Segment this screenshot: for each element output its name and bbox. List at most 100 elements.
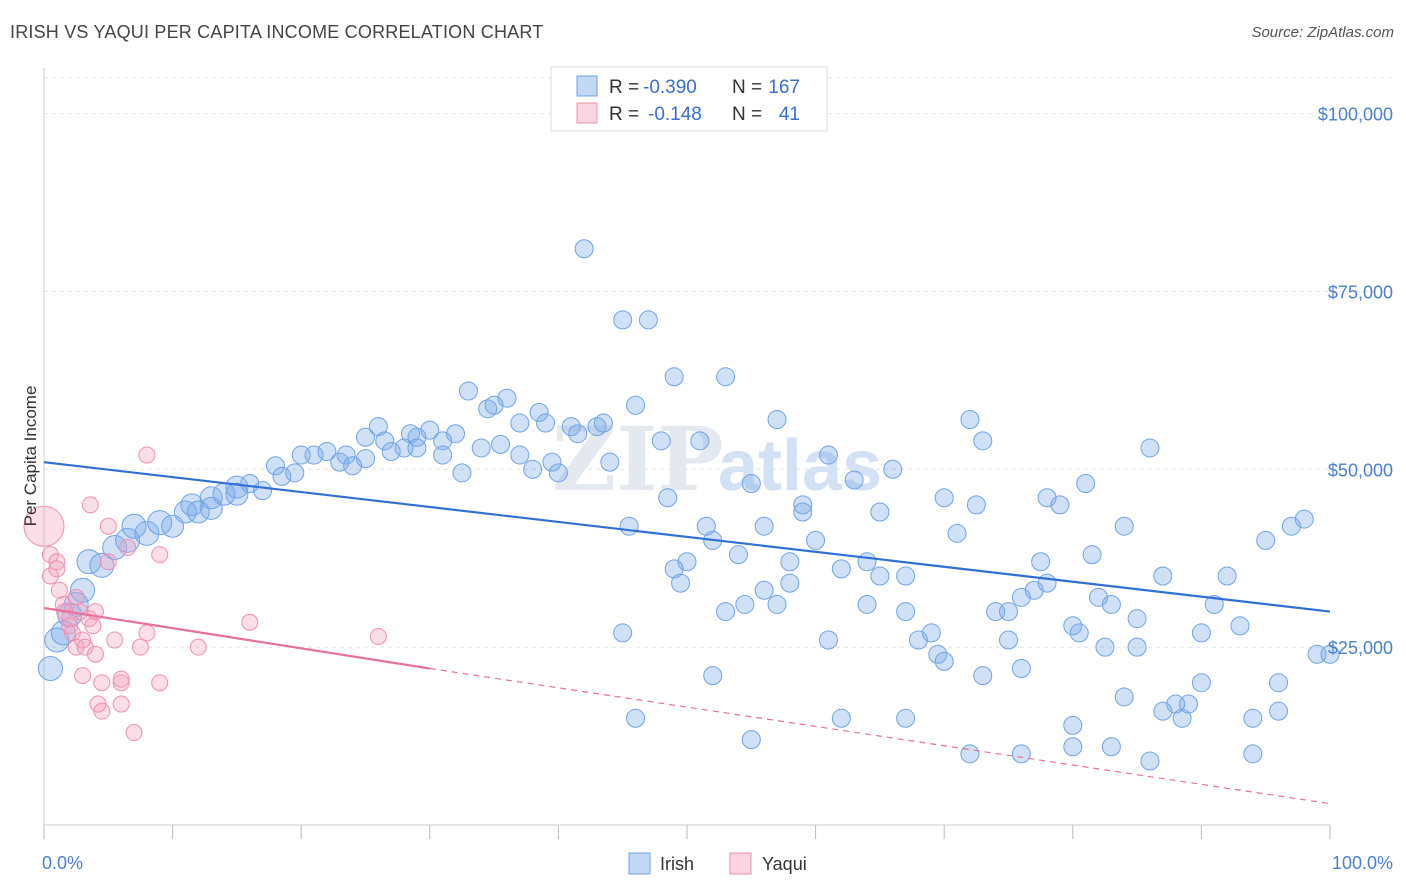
irish-point: [147, 510, 173, 536]
irish-point: [510, 413, 530, 433]
irish-point: [1269, 701, 1289, 721]
irish-point: [626, 708, 646, 728]
irish-point: [870, 502, 890, 522]
irish-point: [1011, 744, 1031, 764]
irish-point: [767, 594, 787, 614]
source-credit: Source: ZipAtlas.com: [1251, 24, 1394, 41]
irish-point: [1140, 438, 1160, 458]
irish-point: [491, 434, 511, 454]
irish-point: [458, 381, 478, 401]
axes: [43, 68, 1331, 839]
irish-point: [225, 475, 249, 499]
y-axis-label: Per Capita Income: [21, 386, 40, 527]
irish-point: [658, 488, 678, 508]
yaqui-point: [151, 674, 169, 692]
irish-point: [1179, 694, 1199, 714]
irish-point: [664, 367, 684, 387]
irish-point: [587, 417, 607, 437]
yaqui-point: [151, 546, 169, 564]
irish-point: [638, 310, 658, 330]
irish-point: [626, 395, 646, 415]
irish-point: [529, 402, 549, 422]
irish-point: [883, 459, 903, 479]
irish-point: [966, 495, 986, 515]
yaqui-trend-line-extension: [429, 667, 1331, 805]
irish-point: [1076, 474, 1096, 494]
irish-point: [780, 552, 800, 572]
legend-n-value-yaqui: 41: [779, 104, 800, 125]
watermark-atlas: atlas: [718, 426, 882, 506]
irish-point: [696, 516, 716, 536]
irish-point: [1069, 623, 1089, 643]
yaqui-point: [86, 645, 104, 663]
yaqui-point: [48, 560, 66, 578]
yaqui-point: [369, 627, 387, 645]
irish-point: [690, 431, 710, 451]
yaqui-point: [93, 702, 111, 720]
irish-point: [1153, 701, 1173, 721]
irish-point: [1320, 644, 1340, 664]
irish-point: [1217, 566, 1237, 586]
irish-point: [671, 573, 691, 593]
irish-point: [1050, 495, 1070, 515]
irish-point: [1082, 545, 1102, 565]
irish-point: [844, 470, 864, 490]
yaqui-point: [131, 638, 149, 656]
irish-point: [793, 502, 813, 522]
irish-point: [401, 424, 421, 444]
yaqui-point: [99, 553, 117, 571]
legend-n-label-yaqui: N =: [732, 104, 762, 125]
irish-point: [471, 438, 491, 458]
yaqui-point: [67, 638, 85, 656]
irish-point: [831, 559, 851, 579]
irish-point: [548, 463, 568, 483]
irish-point: [818, 445, 838, 465]
irish-point: [1037, 573, 1057, 593]
irish-point: [1011, 658, 1031, 678]
legend-r-label-irish: R =: [609, 77, 639, 98]
irish-point: [1243, 708, 1263, 728]
chart-title: IRISH VS YAQUI PER CAPITA INCOME CORRELA…: [10, 22, 544, 42]
irish-point: [317, 442, 337, 461]
legend-r-value-yaqui: -0.148: [648, 104, 702, 125]
yaqui-point: [61, 610, 79, 628]
irish-point: [381, 442, 401, 461]
irish-point: [523, 459, 543, 479]
irish-point: [716, 602, 736, 622]
irish-point: [613, 623, 633, 643]
yaqui-point: [112, 695, 130, 713]
irish-point: [356, 449, 375, 469]
yaqui-point: [63, 624, 81, 642]
irish-point: [1063, 737, 1083, 757]
irish-point: [356, 427, 375, 447]
yaqui-point: [50, 581, 68, 599]
irish-point: [741, 474, 761, 494]
irish-point: [568, 424, 588, 444]
bottom-legend-label-irish: Irish: [660, 854, 694, 874]
irish-point: [960, 409, 980, 429]
irish-point: [1191, 623, 1211, 643]
irish-point: [1191, 673, 1211, 693]
irish-point: [1063, 616, 1083, 636]
irish-point: [947, 523, 967, 543]
yaqui-point: [138, 624, 156, 642]
irish-points: [37, 239, 1340, 771]
irish-point: [735, 594, 755, 614]
legend-n-value-irish: 167: [768, 77, 800, 98]
irish-point: [754, 580, 774, 600]
yaqui-point: [241, 613, 259, 631]
legend-r-value-irish: -0.390: [643, 77, 697, 98]
y-tick-label: $50,000: [1328, 460, 1393, 480]
irish-point: [896, 602, 916, 622]
y-tick-label: $75,000: [1328, 282, 1393, 302]
x-tick-label: 0.0%: [42, 853, 83, 873]
irish-point: [285, 463, 305, 483]
yaqui-point: [48, 553, 66, 571]
yaqui-point: [74, 667, 92, 685]
irish-point: [780, 573, 800, 593]
yaqui-point: [41, 546, 59, 564]
irish-point: [793, 495, 813, 515]
irish-point: [613, 310, 633, 330]
yaqui-point: [189, 638, 207, 656]
irish-point: [728, 545, 748, 565]
